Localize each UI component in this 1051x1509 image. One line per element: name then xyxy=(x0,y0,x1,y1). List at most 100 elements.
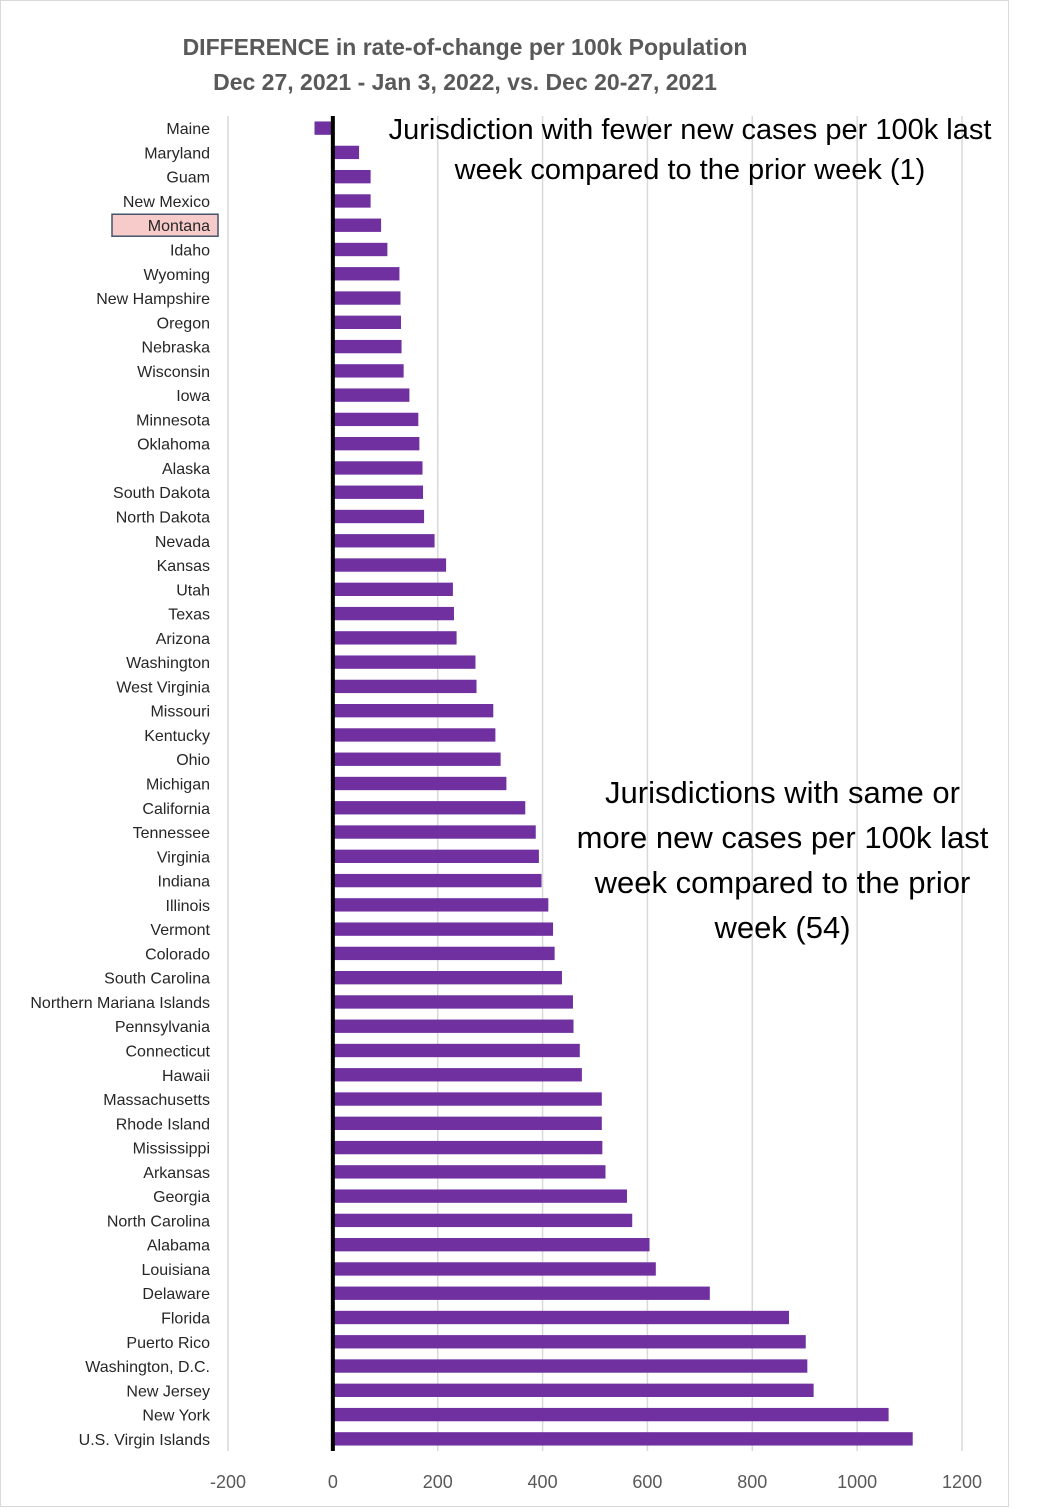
category-label: South Dakota xyxy=(113,485,210,502)
category-label: Nevada xyxy=(155,534,210,551)
bar xyxy=(332,242,388,257)
bar xyxy=(332,218,382,232)
category-label: Pennsylvania xyxy=(115,1019,210,1036)
category-label: Montana xyxy=(148,218,210,235)
category-label: Arizona xyxy=(156,631,210,648)
bar xyxy=(332,922,554,936)
bar xyxy=(332,1383,814,1397)
category-label: Oklahoma xyxy=(137,437,210,454)
bar xyxy=(332,1335,806,1349)
x-tick-label: 1200 xyxy=(942,1472,982,1492)
x-tick-label: 200 xyxy=(423,1472,453,1492)
category-label: Delaware xyxy=(142,1286,210,1303)
category-label: Washington xyxy=(126,655,210,672)
bar xyxy=(332,1286,710,1300)
bar xyxy=(332,267,400,281)
category-label: North Carolina xyxy=(107,1213,210,1230)
bar xyxy=(332,582,453,596)
bar xyxy=(332,1140,603,1155)
category-label: Oregon xyxy=(157,315,210,332)
bar xyxy=(332,776,507,791)
bar xyxy=(332,194,371,208)
bar xyxy=(332,849,539,863)
category-label: Rhode Island xyxy=(116,1116,210,1133)
category-label: Nebraska xyxy=(142,340,211,357)
bar xyxy=(332,339,402,354)
category-label: Alaska xyxy=(162,461,210,478)
category-label: North Dakota xyxy=(116,510,210,527)
bars xyxy=(314,121,913,1446)
annotation-fewer-cases: Jurisdiction with fewer new cases per 10… xyxy=(388,114,992,186)
category-label: Texas xyxy=(168,607,210,624)
category-label: U.S. Virgin Islands xyxy=(79,1432,210,1449)
bar xyxy=(332,1213,633,1228)
bar xyxy=(332,971,562,985)
category-label: Utah xyxy=(176,582,210,599)
bar xyxy=(332,1019,574,1033)
bar xyxy=(332,558,447,572)
category-label: Arkansas xyxy=(143,1165,210,1182)
x-tick-label: 600 xyxy=(632,1472,662,1492)
category-label: Michigan xyxy=(146,777,210,794)
category-label: Mississippi xyxy=(133,1141,210,1158)
category-label: Tennessee xyxy=(133,825,210,842)
bar xyxy=(332,1189,627,1203)
bar xyxy=(332,461,423,475)
category-label: California xyxy=(142,801,210,818)
highlight-box xyxy=(111,213,219,237)
bar xyxy=(332,655,476,669)
bar xyxy=(332,1310,789,1325)
bar xyxy=(332,825,536,839)
bar xyxy=(332,752,501,766)
bar xyxy=(332,1116,602,1130)
category-label: Vermont xyxy=(150,922,210,939)
chart-subtitle: Dec 27, 2021 - Jan 3, 2022, vs. Dec 20-2… xyxy=(213,69,717,95)
category-label: Hawaii xyxy=(162,1068,210,1085)
category-label: Maryland xyxy=(144,145,210,162)
category-label: Louisiana xyxy=(142,1262,211,1279)
category-label: Idaho xyxy=(170,243,210,260)
category-label: New York xyxy=(142,1408,211,1425)
category-label: Wyoming xyxy=(143,267,210,284)
bar xyxy=(332,679,477,694)
bar xyxy=(332,1165,606,1179)
bar xyxy=(332,534,435,548)
category-label: Puerto Rico xyxy=(126,1335,210,1352)
bar xyxy=(332,1359,808,1373)
category-label: Wisconsin xyxy=(137,364,210,381)
category-label: Maine xyxy=(166,121,210,138)
category-label: Northern Mariana Islands xyxy=(30,995,210,1012)
bar xyxy=(332,898,549,912)
bar xyxy=(332,364,404,378)
category-label: Washington, D.C. xyxy=(85,1359,210,1376)
category-label: Virginia xyxy=(157,849,210,866)
category-label: Minnesota xyxy=(136,412,210,429)
category-label: Guam xyxy=(166,170,210,187)
bar xyxy=(332,315,402,329)
bar xyxy=(332,388,410,402)
bar xyxy=(332,412,419,427)
x-tick-label: 0 xyxy=(328,1472,338,1492)
chart-title: DIFFERENCE in rate-of-change per 100k Po… xyxy=(182,34,748,60)
category-label: Ohio xyxy=(176,752,210,769)
bar xyxy=(332,1043,580,1058)
bar xyxy=(314,121,333,135)
bar xyxy=(332,509,425,524)
bar xyxy=(332,606,454,621)
bar xyxy=(332,946,555,961)
category-label: Illinois xyxy=(166,898,210,915)
bar xyxy=(332,704,494,718)
category-label: Missouri xyxy=(150,704,210,721)
bar xyxy=(332,728,496,742)
bar xyxy=(332,485,424,499)
bar xyxy=(332,801,526,815)
category-label: New Mexico xyxy=(123,194,210,211)
category-label: Iowa xyxy=(176,388,210,405)
gridlines xyxy=(227,116,963,1451)
category-label: Colorado xyxy=(145,946,210,963)
category-label: South Carolina xyxy=(104,971,210,988)
bar xyxy=(332,1238,650,1252)
bar xyxy=(332,1092,602,1106)
x-tick-label: -200 xyxy=(210,1472,246,1492)
